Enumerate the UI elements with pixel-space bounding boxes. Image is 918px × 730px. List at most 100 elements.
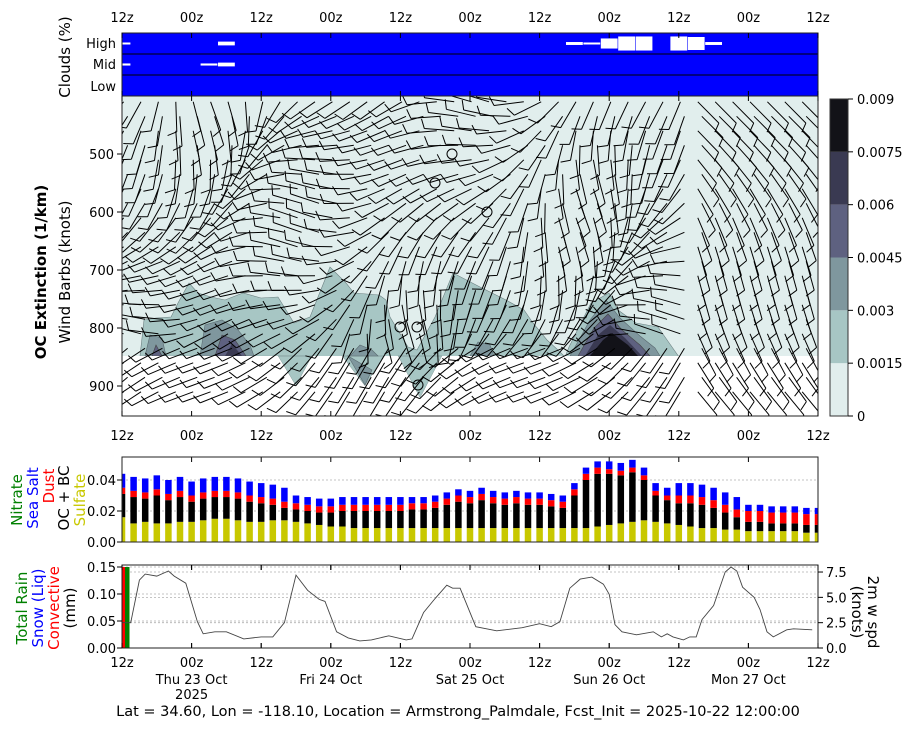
wind-barb	[619, 217, 647, 244]
wind-barb	[210, 272, 246, 282]
wind-barb	[697, 159, 717, 193]
wind-barb	[593, 304, 629, 315]
aerosol-bar-sea-salt	[675, 483, 683, 496]
wind-barb	[736, 232, 748, 268]
wind-barb	[766, 246, 777, 282]
x-tick-label: 00z	[319, 11, 343, 26]
wind-barb	[597, 362, 629, 385]
x-tick-label: 12z	[250, 11, 274, 26]
aerosol-bar-sea-salt	[408, 497, 416, 504]
x-tick-label: 12z	[389, 429, 413, 444]
wind-barb	[402, 123, 437, 134]
wind-barb	[221, 145, 233, 179]
wind-barb	[410, 347, 442, 371]
legend-sulfate: Sulfate	[71, 474, 89, 527]
wind-barb	[578, 391, 612, 411]
wind-barb	[467, 232, 494, 259]
aerosol-bar-oc-bc	[745, 521, 752, 532]
year-label: 2025	[175, 688, 208, 703]
wind-barb	[124, 246, 159, 263]
x-tick-label: 00z	[737, 429, 761, 444]
wind-barb	[452, 275, 473, 306]
aerosol-bar-dust	[199, 492, 207, 499]
wind-barb	[366, 130, 403, 143]
aerosol-bar-oc-bc	[122, 493, 126, 518]
wind-barb	[664, 116, 685, 146]
wind-barb	[732, 217, 745, 253]
wind-barb	[189, 203, 216, 230]
wind-barb	[788, 203, 803, 238]
wind-barb	[210, 244, 246, 254]
wind-barb	[549, 275, 560, 310]
aerosol-bar-sulfate	[188, 521, 195, 542]
aerosol-bar-dust	[721, 504, 729, 513]
wind-barb	[521, 319, 546, 347]
wind-barb	[634, 277, 668, 291]
aerosol-bar-sulfate	[814, 532, 818, 542]
colorbar-tick-label: 0.0075	[857, 146, 903, 161]
wind-barb	[249, 170, 285, 181]
wind-barb	[143, 159, 159, 192]
wind-barb	[440, 304, 455, 338]
wind-barb	[270, 244, 302, 262]
wind-barb	[770, 203, 786, 238]
wind-barb	[373, 202, 407, 222]
wind-barb	[122, 304, 124, 306]
wind-barb	[650, 286, 681, 306]
aerosol-bar-oc-bc	[547, 506, 555, 529]
wind-barb	[415, 246, 438, 276]
wind-barb	[461, 333, 490, 359]
wind-barb	[168, 130, 179, 166]
wind-barb	[788, 377, 807, 411]
wind-barb	[788, 348, 804, 383]
wind-barb	[212, 159, 229, 192]
wind-barb	[371, 115, 407, 130]
wind-barb	[506, 101, 542, 116]
wind-barb	[449, 96, 472, 103]
wind-barb	[122, 101, 142, 129]
wind-barb	[214, 116, 225, 152]
aerosol-bar-oc-bc	[420, 509, 427, 529]
wind-barb	[315, 210, 350, 221]
wind-barb	[601, 376, 633, 399]
aerosol-bar-oc-bc	[234, 498, 242, 521]
wind-barb	[601, 347, 633, 370]
wind-barb	[127, 347, 163, 363]
wind-barb	[332, 157, 368, 167]
x-tick-label: 12z	[667, 429, 691, 444]
wind-barb	[652, 188, 681, 213]
wind-barb	[487, 246, 507, 277]
wind-barb	[714, 362, 732, 397]
wind-barb	[197, 347, 233, 360]
wind-barb	[375, 362, 403, 389]
wind-barb	[410, 376, 442, 400]
aerosol-bar-dust	[756, 511, 764, 522]
wind-barb	[586, 246, 597, 282]
wind-barb	[309, 348, 337, 374]
wind-barb	[214, 257, 250, 268]
wind-barb	[140, 299, 176, 309]
aerosol-bar-sea-salt	[571, 483, 578, 490]
x-tick-label: 12z	[250, 429, 274, 444]
wind-barb	[437, 333, 455, 366]
wind-barb	[563, 376, 598, 394]
y-tick-label: 700	[89, 264, 114, 279]
wind-barb	[563, 347, 598, 365]
y-tick-label: 0.04	[87, 474, 116, 489]
wind-barb	[801, 246, 812, 282]
wind-barb	[314, 246, 350, 257]
wind-barb	[124, 294, 159, 306]
aerosol-bar-sulfate	[269, 520, 277, 542]
aerosol-bar-sea-salt	[234, 478, 242, 493]
wind-barb	[454, 261, 477, 290]
aerosol-bar-dust	[385, 504, 393, 511]
wind-barb	[193, 391, 229, 404]
wind-barb	[363, 377, 390, 404]
wind-barb	[336, 115, 372, 131]
wind-barb	[245, 299, 281, 310]
aerosol-bar-sulfate	[350, 528, 358, 542]
wind-barb	[164, 159, 177, 194]
aerosol-bar-oc-bc	[617, 475, 625, 524]
total-rain-bar	[124, 567, 130, 648]
wind-barb	[616, 188, 629, 222]
